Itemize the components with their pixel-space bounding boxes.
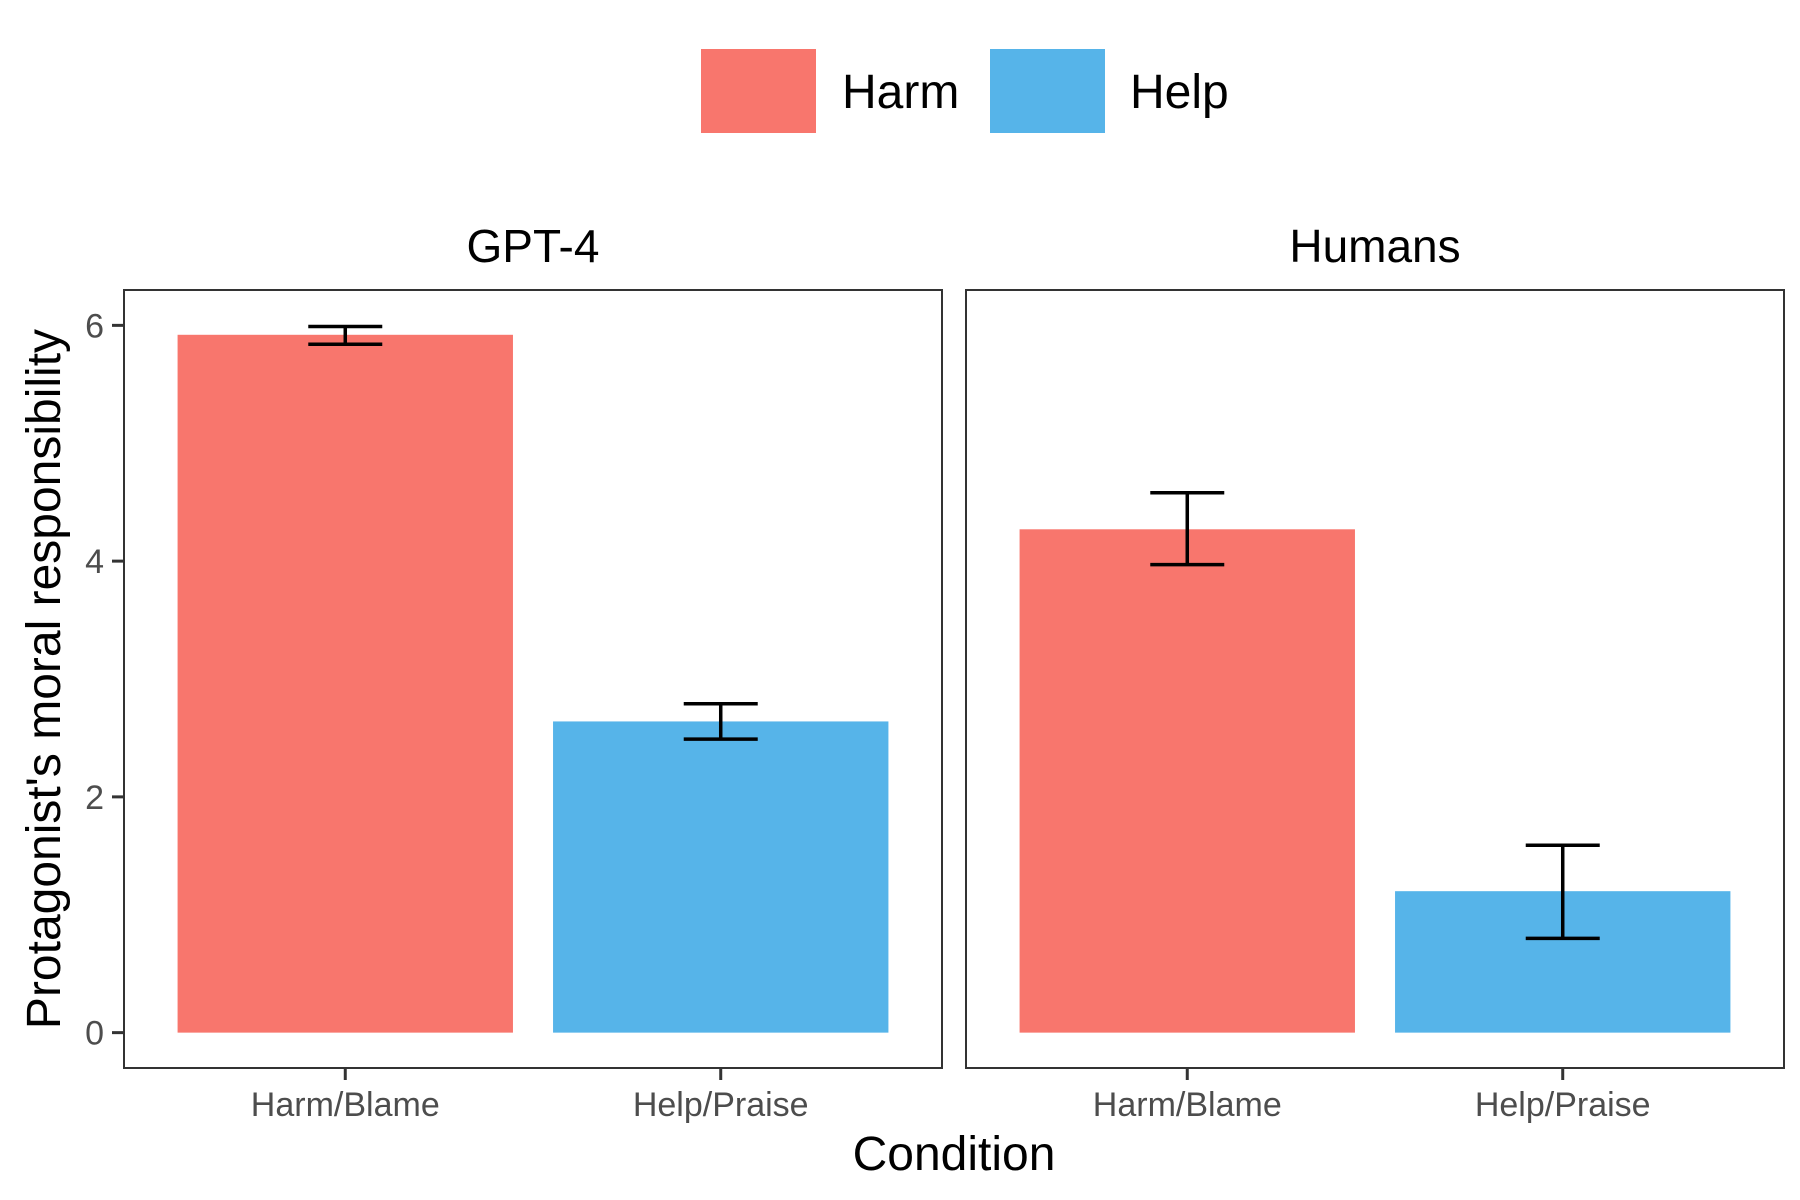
x-tick-label: Help/Praise <box>633 1086 809 1124</box>
facet-title-humans: Humans <box>1289 220 1460 272</box>
y-tick-label: 6 <box>85 307 104 345</box>
bar-humans-harm <box>1019 529 1355 1033</box>
facet-title-gpt4: GPT-4 <box>467 220 600 272</box>
legend-label-help: Help <box>1130 66 1229 119</box>
x-tick-label: Harm/Blame <box>251 1086 440 1124</box>
panel-border <box>123 289 943 1069</box>
legend-label-harm: Harm <box>842 66 959 119</box>
y-tick-label: 4 <box>85 543 104 581</box>
x-tick-label: Harm/Blame <box>1093 1086 1282 1124</box>
legend-key-harm <box>701 49 816 133</box>
chart-marks <box>112 289 1785 1080</box>
legend: Harm Help <box>701 49 1229 133</box>
x-axis-title: Condition <box>853 1128 1056 1181</box>
y-tick-label: 2 <box>85 779 104 817</box>
y-tick-label: 0 <box>85 1015 104 1053</box>
x-tick-label: Help/Praise <box>1475 1086 1651 1124</box>
y-axis-title: Protagonist's moral responsibility <box>18 329 71 1029</box>
legend-key-help <box>990 49 1105 133</box>
bar-gpt4-harm <box>177 334 513 1033</box>
panel-border <box>965 289 1785 1069</box>
bar-gpt4-help <box>553 721 889 1033</box>
